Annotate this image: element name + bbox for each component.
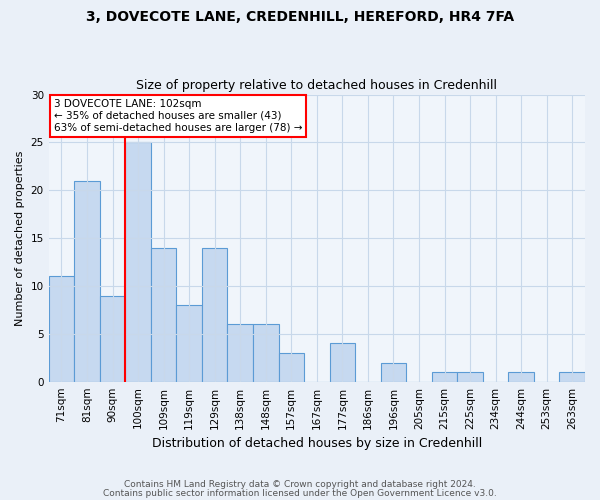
- Bar: [202, 248, 227, 382]
- Text: Contains public sector information licensed under the Open Government Licence v3: Contains public sector information licen…: [103, 488, 497, 498]
- Bar: [329, 344, 355, 382]
- Bar: [227, 324, 253, 382]
- Text: Contains HM Land Registry data © Crown copyright and database right 2024.: Contains HM Land Registry data © Crown c…: [124, 480, 476, 489]
- Bar: [176, 305, 202, 382]
- Bar: [457, 372, 483, 382]
- Bar: [278, 353, 304, 382]
- Bar: [125, 142, 151, 382]
- Title: Size of property relative to detached houses in Credenhill: Size of property relative to detached ho…: [136, 79, 497, 92]
- Y-axis label: Number of detached properties: Number of detached properties: [15, 150, 25, 326]
- Bar: [74, 180, 100, 382]
- Bar: [432, 372, 457, 382]
- Bar: [100, 296, 125, 382]
- Bar: [380, 362, 406, 382]
- X-axis label: Distribution of detached houses by size in Credenhill: Distribution of detached houses by size …: [152, 437, 482, 450]
- Bar: [559, 372, 585, 382]
- Text: 3 DOVECOTE LANE: 102sqm
← 35% of detached houses are smaller (43)
63% of semi-de: 3 DOVECOTE LANE: 102sqm ← 35% of detache…: [54, 100, 302, 132]
- Bar: [253, 324, 278, 382]
- Text: 3, DOVECOTE LANE, CREDENHILL, HEREFORD, HR4 7FA: 3, DOVECOTE LANE, CREDENHILL, HEREFORD, …: [86, 10, 514, 24]
- Bar: [49, 276, 74, 382]
- Bar: [151, 248, 176, 382]
- Bar: [508, 372, 534, 382]
